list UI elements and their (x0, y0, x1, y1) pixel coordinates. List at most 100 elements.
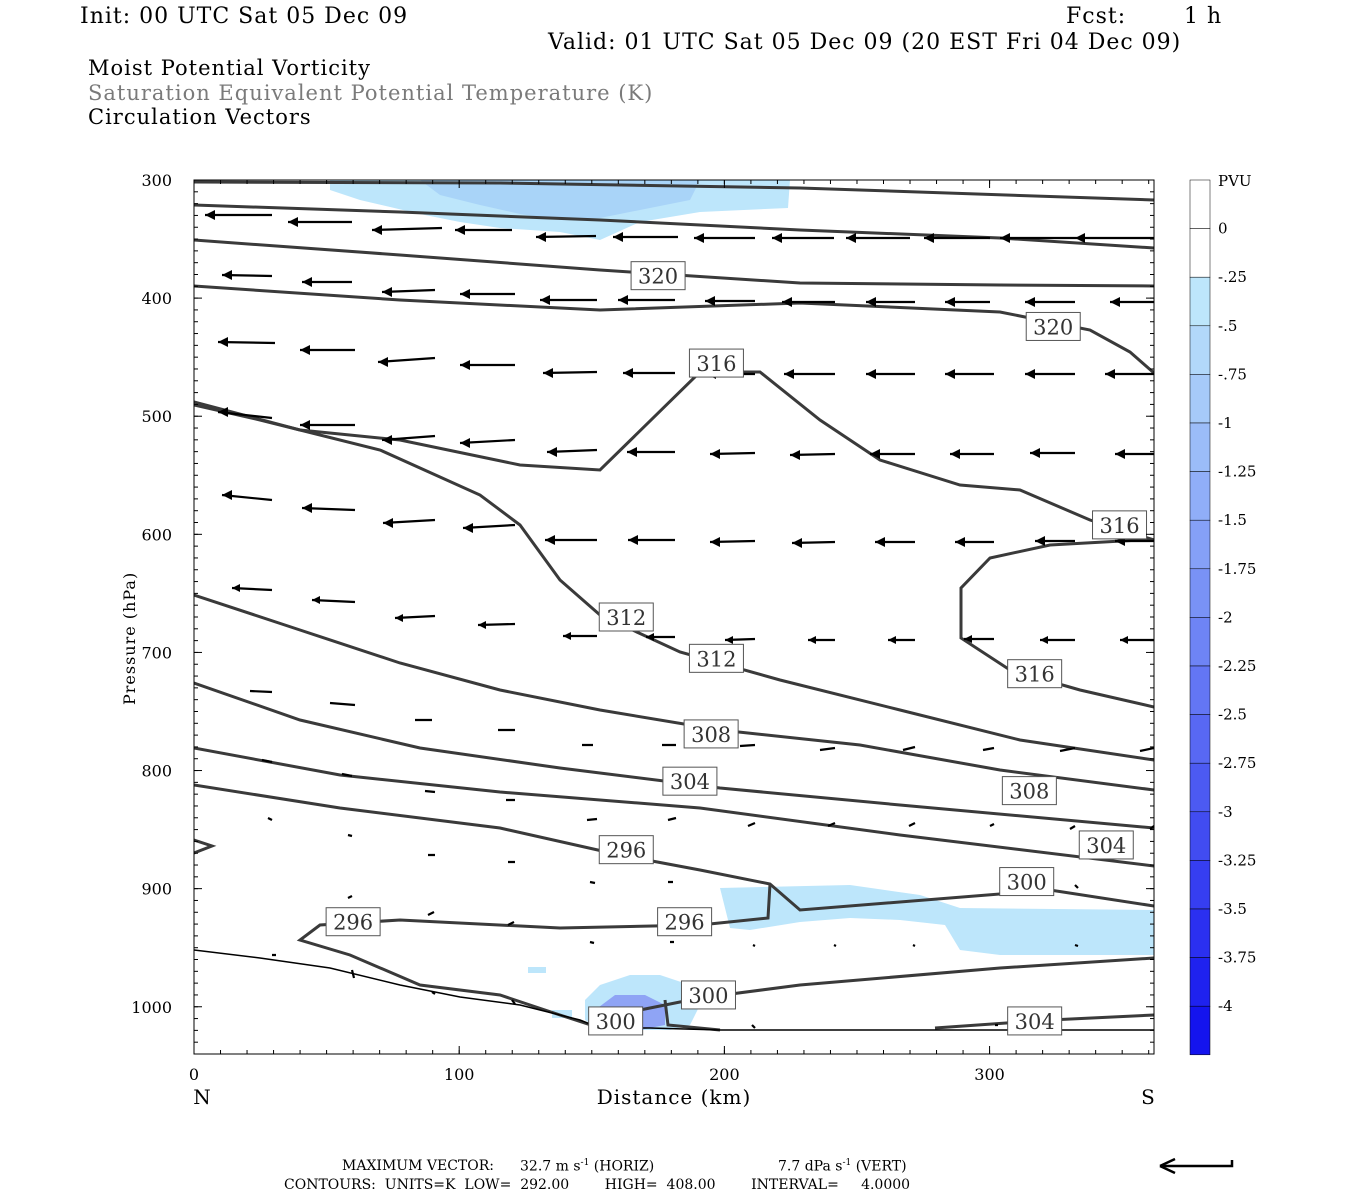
colorbar-bin-12 (1189, 762, 1211, 813)
vector-row-7 (249, 689, 1154, 753)
contour-label-text: 304 (1086, 834, 1126, 858)
contour-labels: 320 320 316 316 316 312 312 308 308 304 304 300 300 3… (325, 261, 1148, 1036)
circulation-vectors (205, 213, 1154, 1029)
colorbar-label-14: -3.5 (1218, 900, 1247, 918)
contour-label-text: 312 (696, 647, 736, 671)
colorbar-bin-11 (1189, 714, 1211, 764)
contour-label-box (999, 867, 1055, 897)
contour-label-text: 304 (670, 770, 710, 794)
contour-label-10: 304 (1078, 830, 1134, 860)
colorbar-bin-17 (1189, 1005, 1211, 1056)
contour-label-text: 320 (1033, 315, 1073, 339)
colorbar-label-16: -4 (1218, 997, 1233, 1015)
x-tick-label-0: 0 (189, 1065, 199, 1084)
contour-top-2 (194, 203, 1154, 250)
vector-row-9 (267, 817, 1079, 1029)
colorbar-label-3: -.75 (1218, 365, 1247, 383)
x-tick-label-2: 200 (709, 1065, 740, 1084)
footer-contours: CONTOURS: UNITS=K LOW= 292.00 HIGH= 408.… (284, 1177, 911, 1193)
contour-label-box (688, 348, 744, 378)
y-tick-label-7: 1000 (131, 998, 172, 1017)
legend-line-vectors: Circulation Vectors (88, 105, 312, 129)
contour-label-text: 316 (1099, 514, 1139, 538)
mpv-shade-blob (528, 967, 546, 973)
contour-label-5: 312 (598, 602, 654, 632)
contour-308 (194, 593, 1154, 792)
contour-300 (194, 746, 1154, 868)
colorbar-bin-2 (1189, 276, 1211, 327)
minor-ticks (193, 179, 1154, 1055)
contour-label-6: 312 (688, 643, 744, 673)
colorbar-bin-5 (1189, 422, 1211, 472)
valid-time: Valid: 01 UTC Sat 05 Dec 09 (20 EST Fri … (548, 30, 1182, 55)
contour-label-text: 296 (606, 839, 646, 863)
colorbar-label-4: -1 (1218, 414, 1233, 432)
contour-left-stub (194, 838, 217, 855)
contour-label-3: 316 (1092, 510, 1148, 540)
contour-label-12: 300 (680, 980, 736, 1010)
contour-label-text: 300 (1007, 871, 1047, 895)
contour-320 (194, 284, 1154, 375)
colorbar-label-6: -1.5 (1218, 511, 1247, 529)
x-tick-label-1: 100 (444, 1065, 475, 1084)
mpv-shade-blob-2 (552, 1010, 572, 1018)
arrowheads-column-left (205, 210, 1120, 307)
colorbar-bin-6 (1189, 471, 1211, 521)
colorbar-label-9: -2.25 (1218, 657, 1256, 675)
mpv-shade-upper-inner (420, 180, 700, 220)
colorbar-label-8: -2 (1218, 608, 1233, 626)
contour-label-text: 304 (1015, 1010, 1055, 1034)
theta-contours (194, 180, 1154, 1032)
contour-label-box (688, 643, 744, 673)
contour-label-0: 320 (630, 261, 686, 291)
colorbar-bin-8 (1189, 568, 1211, 618)
contour-324 (194, 238, 1154, 288)
colorbar-label-2: -.5 (1218, 317, 1237, 335)
colorbar-bin-14 (1189, 860, 1211, 910)
colorbar-label-1: -.25 (1218, 268, 1247, 286)
y-axis-label: Pressure (hPa) (120, 572, 139, 705)
colorbar-label-12: -3 (1218, 803, 1233, 821)
y-tick-label-6: 900 (141, 880, 172, 899)
vector-row-5 (221, 493, 1154, 545)
contour-label-text: 316 (1015, 663, 1055, 687)
mpv-shade-lower-band (720, 885, 1154, 955)
contour-label-box (598, 602, 654, 632)
contour-label-text: 300 (596, 1010, 636, 1034)
x-axis-ticks: 0 100 200 300 (189, 180, 1005, 1084)
y-tick-label-3: 600 (141, 525, 172, 544)
contour-label-box (325, 907, 381, 937)
contour-label-box (1007, 1006, 1063, 1036)
reference-vector (1159, 1157, 1234, 1175)
x-right-end-label: S (1141, 1085, 1155, 1109)
colorbar-label-10: -2.5 (1218, 706, 1247, 724)
vector-row-2 (221, 273, 1154, 304)
colorbar-label-15: -3.75 (1218, 949, 1256, 967)
contour-label-text: 296 (665, 911, 705, 935)
vector-arrowheads (205, 210, 1128, 644)
footer-max-vector-label: MAXIMUM VECTOR: (342, 1158, 494, 1174)
colorbar-bin-1 (1189, 228, 1211, 278)
legend-line-theta: Saturation Equivalent Potential Temperat… (88, 81, 654, 105)
y-tick-label-0: 300 (141, 171, 172, 190)
contour-label-16: 296 (657, 907, 713, 937)
contour-label-text: 300 (688, 984, 728, 1008)
contour-label-box (683, 719, 739, 749)
colorbar: 0 -.25 -.5 -.75 -1 -1.25 -1.5 -1.75 -2 -2.25 -2.5 -… (1189, 179, 1256, 1056)
contour-label-box (1001, 776, 1057, 806)
contour-label-text: 316 (696, 352, 736, 376)
contour-312 (194, 403, 1154, 762)
y-axis-ticks: 300 400 500 600 700 800 900 1000 (131, 171, 1154, 1017)
contour-label-box (1007, 659, 1063, 689)
contour-label-8: 308 (1001, 776, 1057, 806)
colorbar-bin-10 (1189, 665, 1211, 715)
colorbar-label-0: 0 (1218, 220, 1228, 238)
colorbar-bin-3 (1189, 325, 1211, 375)
forecast-label: Fcst: (1066, 4, 1127, 29)
contour-label-1: 320 (1025, 311, 1081, 341)
y-tick-label-4: 700 (141, 643, 172, 662)
contour-label-text: 308 (691, 723, 731, 747)
contour-316 (194, 370, 1154, 542)
vector-row-4 (217, 410, 1154, 457)
